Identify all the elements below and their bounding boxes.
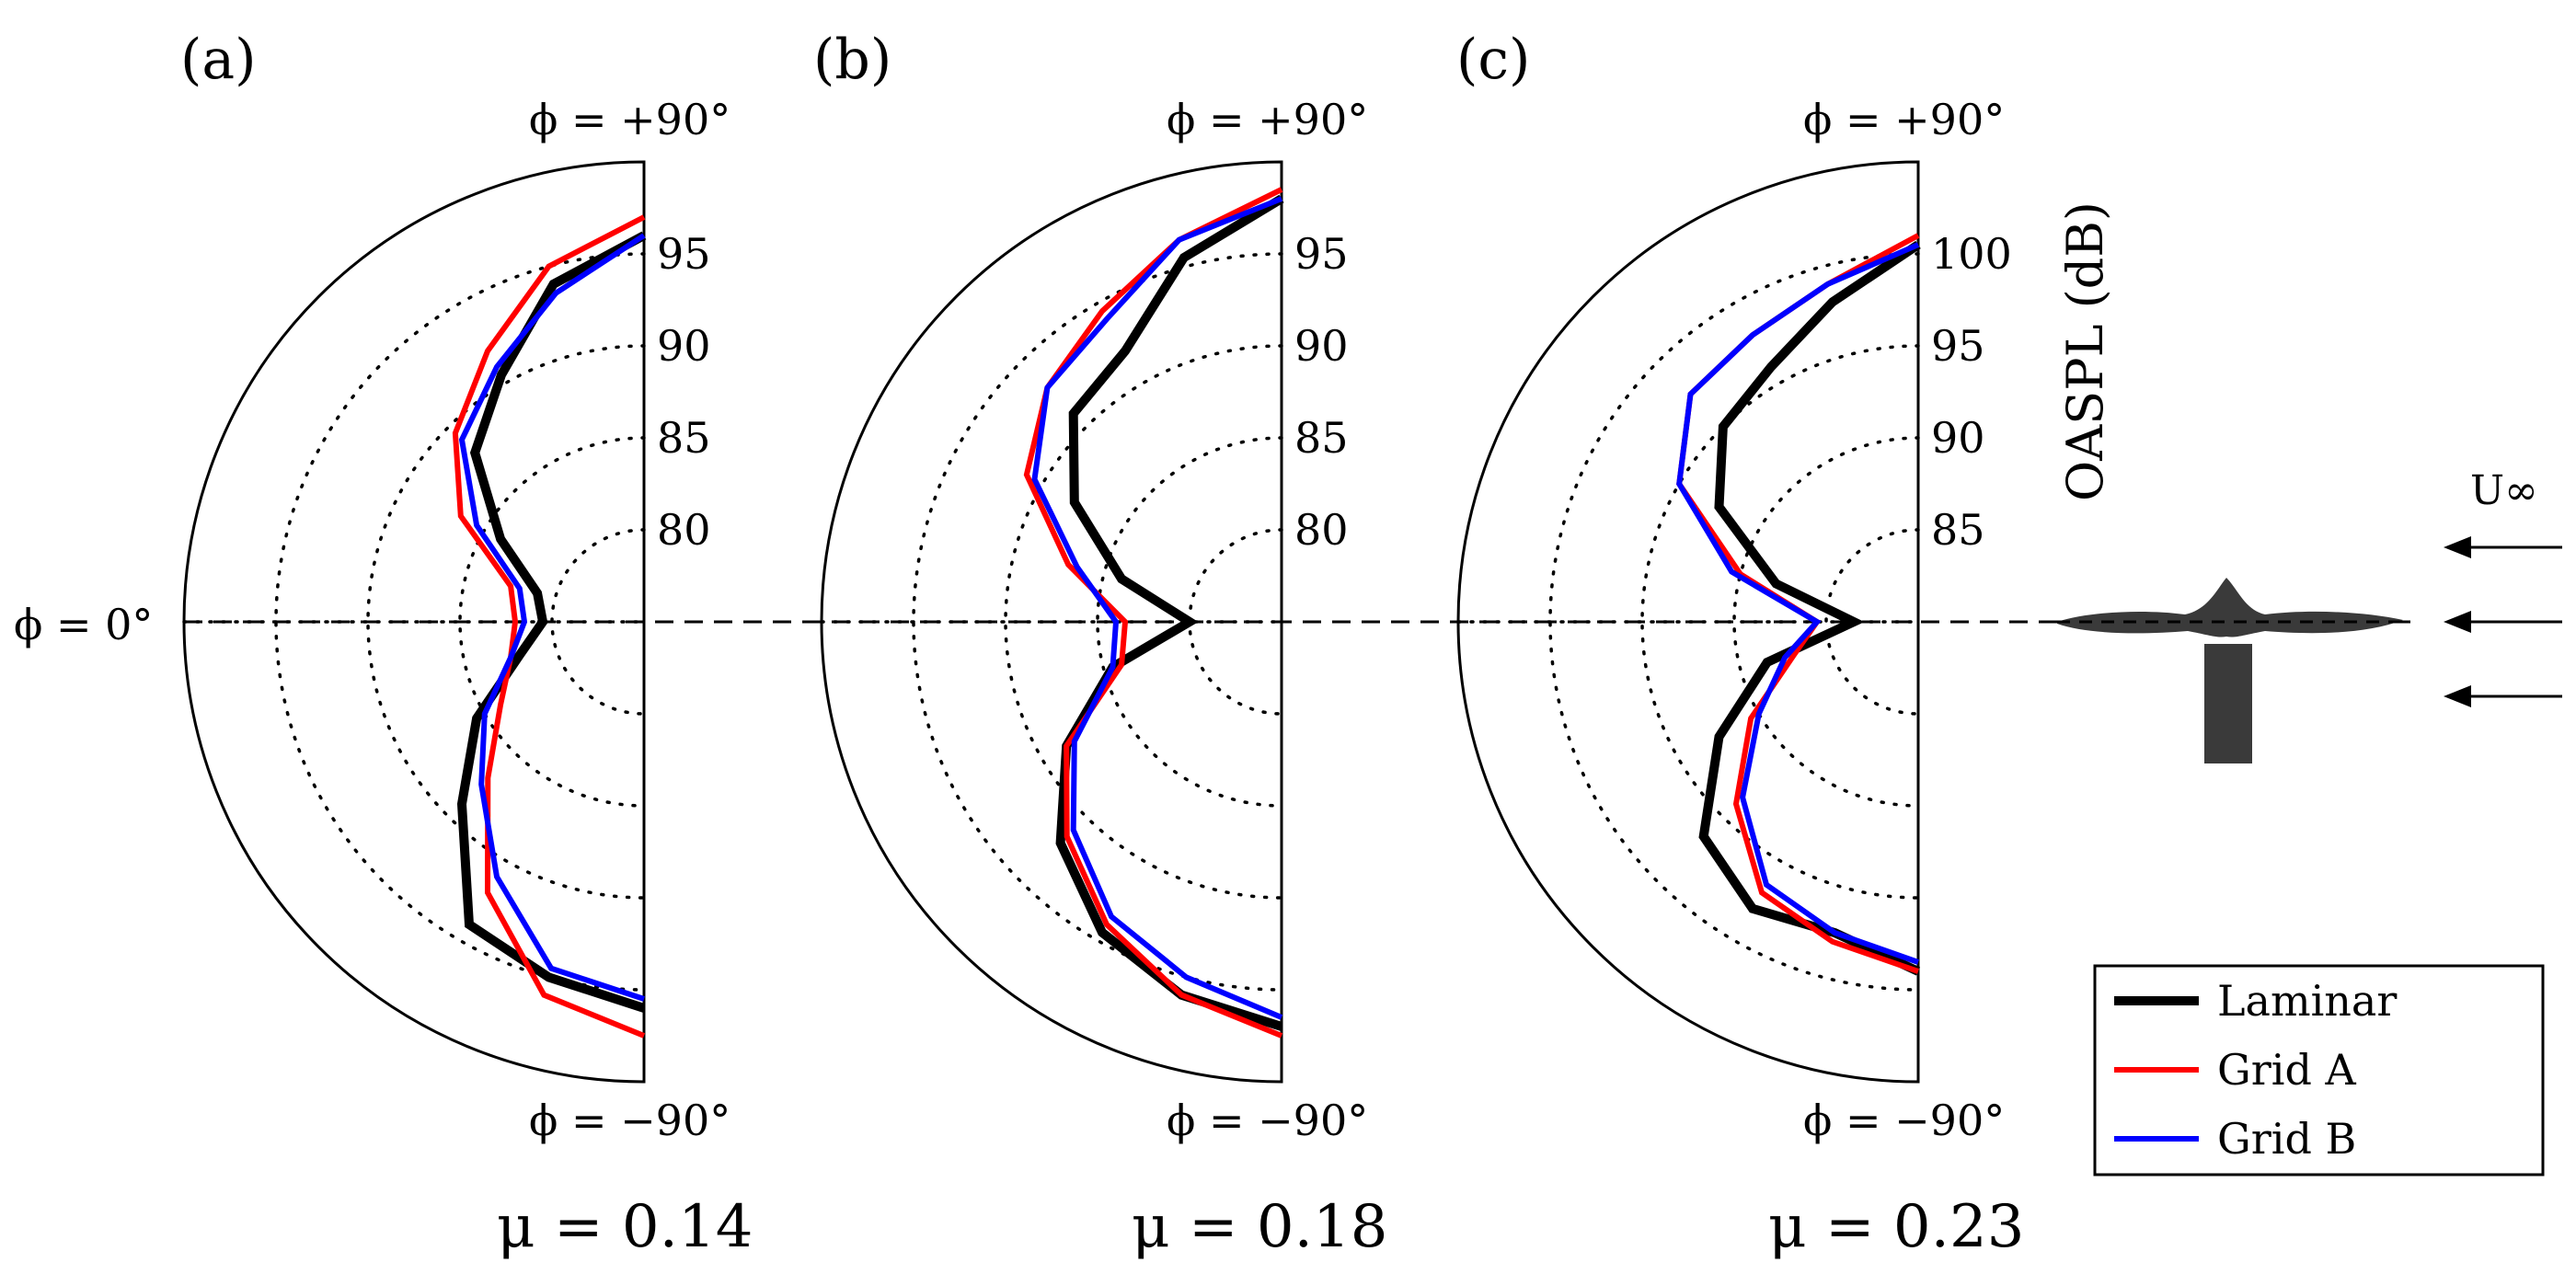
series-line-laminar (1055, 194, 1284, 1031)
r-tick-label: 85 (1294, 413, 1349, 463)
grid-arc (1732, 436, 1920, 808)
grid-arc (1824, 528, 1920, 716)
r-tick-label: 100 (1931, 229, 2012, 279)
flow-arrow-icon (2444, 536, 2562, 558)
polar-panels: 80 85 90 95 ϕ = +90° ϕ = −90° (a) μ = 0.14 80 85 9… (180, 28, 2024, 1261)
r-tick-label: 90 (1294, 321, 1349, 371)
phi-bottom-label: ϕ = −90° (529, 1096, 730, 1145)
r-tick-label: 85 (1931, 505, 1985, 555)
grid-arc (1096, 436, 1283, 808)
series-line-grid-a (452, 214, 646, 1039)
series-line-laminar (1698, 240, 1921, 976)
mu-label: μ = 0.14 (497, 1193, 753, 1261)
grid-arc (550, 528, 646, 716)
legend-label-grid_b: Grid B (2217, 1114, 2356, 1164)
series-line-grid-a (1023, 187, 1283, 1039)
legend-label-grid_a: Grid A (2217, 1045, 2357, 1095)
r-tick-label: 80 (657, 505, 711, 555)
airfoil-sting-icon (2204, 644, 2252, 763)
legend: Laminar Grid A Grid B (2093, 964, 2545, 1176)
flow-velocity-label: U∞ (2470, 467, 2538, 514)
polar-panel-3: 85 90 95 100 ϕ = +90° ϕ = −90° (c) μ = 0.23 (1456, 28, 2024, 1261)
phi-bottom-label: ϕ = −90° (1167, 1096, 1368, 1145)
polar-boundary (820, 160, 1283, 1084)
mu-label: μ = 0.23 (1768, 1193, 2024, 1261)
r-tick-label: 90 (1931, 413, 1985, 463)
r-tick-label: 80 (1294, 505, 1349, 555)
series-line-grid-b (458, 233, 646, 1002)
polar-boundary (182, 160, 646, 1084)
r-tick-label: 90 (657, 321, 711, 371)
mu-label: μ = 0.18 (1132, 1193, 1387, 1261)
phi-bottom-label: ϕ = −90° (1803, 1096, 2005, 1145)
grid-arc (458, 436, 646, 808)
airfoil-body-icon (2057, 578, 2403, 637)
panel-label: (a) (180, 28, 257, 92)
polar-boundary (1456, 160, 1920, 1084)
phi-zero-label: ϕ = 0° (14, 600, 153, 649)
phi-top-label: ϕ = +90° (1167, 95, 1368, 144)
oaspl-axis-title: OASPL (dB) (2056, 201, 2114, 501)
grid-arc (1548, 252, 1920, 992)
grid-arc (274, 252, 646, 992)
panel-label: (c) (1456, 28, 1530, 92)
legend-label-laminar: Laminar (2217, 976, 2397, 1026)
phi-top-label: ϕ = +90° (1803, 95, 2005, 144)
phi-top-label: ϕ = +90° (529, 95, 730, 144)
r-tick-label: 85 (657, 413, 711, 463)
flow-arrow-icon (2444, 685, 2562, 707)
series-line-grid-b (1031, 196, 1283, 1020)
flow-arrows: U∞ (2444, 467, 2562, 707)
r-tick-label: 95 (1294, 229, 1349, 279)
airfoil-schematic (2057, 578, 2403, 763)
panel-label: (b) (813, 28, 891, 92)
r-tick-label: 95 (657, 229, 711, 279)
polar-panel-2: 80 85 90 95 ϕ = +90° ϕ = −90° (b) μ = 0.18 (813, 28, 1387, 1261)
series-line-laminar (456, 231, 647, 1013)
polar-panel-1: 80 85 90 95 ϕ = +90° ϕ = −90° (a) μ = 0.14 (180, 28, 753, 1261)
flow-arrow-icon (2444, 611, 2562, 633)
grid-arc (912, 252, 1283, 992)
r-tick-label: 95 (1931, 321, 1985, 371)
series-line-grid-b (1676, 242, 1920, 965)
